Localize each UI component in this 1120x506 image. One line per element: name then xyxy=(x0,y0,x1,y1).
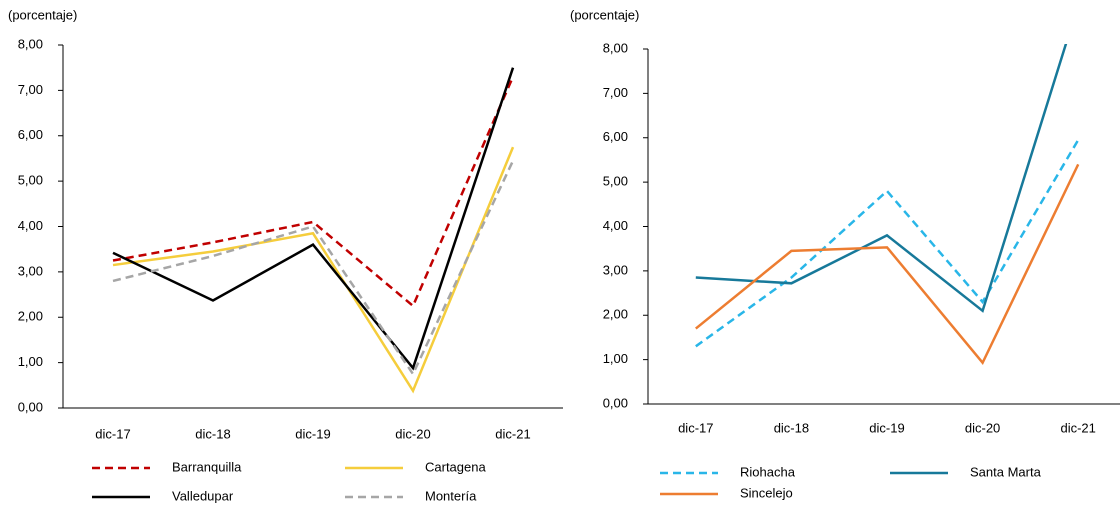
series-line xyxy=(112,76,515,308)
series-line xyxy=(112,146,515,394)
y-tick-label: 6,00 xyxy=(18,127,43,142)
legend-label: Barranquilla xyxy=(172,459,242,474)
x-tick-label: dic-18 xyxy=(774,420,809,435)
y-tick-label: 2,00 xyxy=(603,307,628,322)
x-tick-label: dic-18 xyxy=(195,426,230,441)
y-tick-label: 1,00 xyxy=(603,351,628,366)
y-tick-label: 0,00 xyxy=(18,399,43,414)
y-tick-label: 5,00 xyxy=(18,173,43,188)
x-tick-label: dic-20 xyxy=(965,420,1000,435)
series-line xyxy=(112,67,515,371)
y-tick-label: 8,00 xyxy=(18,36,43,51)
legend-label: Montería xyxy=(425,488,477,503)
y-tick-label: 4,00 xyxy=(603,218,628,233)
x-tick-label: dic-19 xyxy=(295,426,330,441)
legend-label: Riohacha xyxy=(740,464,796,479)
y-tick-label: 3,00 xyxy=(18,263,43,278)
y-tick-label: 3,00 xyxy=(603,262,628,277)
series-line xyxy=(112,160,515,377)
y-tick-label: 7,00 xyxy=(18,82,43,97)
x-tick-label: dic-21 xyxy=(495,426,530,441)
x-tick-label: dic-21 xyxy=(1060,420,1095,435)
y-axis-label: (porcentaje) xyxy=(8,7,77,22)
series-line xyxy=(695,44,1068,313)
legend-label: Sincelejo xyxy=(740,485,793,500)
y-tick-label: 6,00 xyxy=(603,129,628,144)
series-line xyxy=(695,139,1080,348)
y-tick-label: 0,00 xyxy=(603,395,628,410)
y-axis-label: (porcentaje) xyxy=(570,7,639,22)
y-tick-label: 5,00 xyxy=(603,174,628,189)
y-tick-label: 4,00 xyxy=(18,218,43,233)
y-tick-label: 2,00 xyxy=(18,309,43,324)
y-tick-label: 7,00 xyxy=(603,85,628,100)
legend-label: Cartagena xyxy=(425,459,486,474)
series-line xyxy=(695,163,1080,366)
x-tick-label: dic-17 xyxy=(678,420,713,435)
y-tick-label: 1,00 xyxy=(18,354,43,369)
y-tick-label: 8,00 xyxy=(603,40,628,55)
x-tick-label: dic-19 xyxy=(869,420,904,435)
x-tick-label: dic-20 xyxy=(395,426,430,441)
legend-label: Santa Marta xyxy=(970,464,1042,479)
x-tick-label: dic-17 xyxy=(95,426,130,441)
legend-label: Valledupar xyxy=(172,488,234,503)
